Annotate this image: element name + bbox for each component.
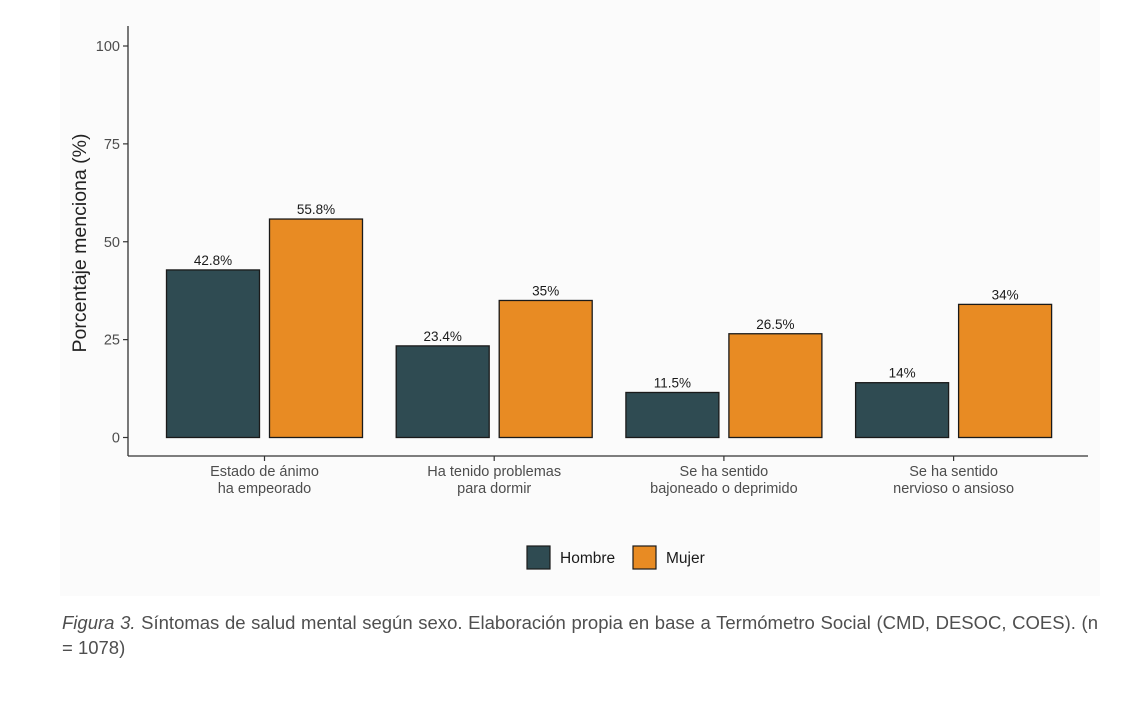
x-tick-label: nervioso o ansioso bbox=[893, 481, 1014, 497]
data-label: 26.5% bbox=[756, 317, 794, 332]
y-axis-title: Porcentaje menciona (%) bbox=[69, 134, 91, 353]
x-tick-label: Se ha sentido bbox=[680, 464, 769, 480]
data-label: 14% bbox=[889, 366, 916, 381]
data-label: 42.8% bbox=[194, 253, 232, 268]
bar-hombre bbox=[395, 345, 490, 439]
y-tick-label: 25 bbox=[104, 333, 120, 349]
figure-caption: Figura 3. Síntomas de salud mental según… bbox=[62, 610, 1098, 660]
data-label: 23.4% bbox=[424, 329, 462, 344]
legend-label-mujer: Mujer bbox=[666, 550, 705, 567]
x-tick-label: para dormir bbox=[457, 481, 531, 497]
bar-hombre bbox=[854, 382, 950, 439]
legend-swatch-mujer bbox=[632, 545, 657, 570]
data-label: 34% bbox=[992, 287, 1019, 302]
data-label: 35% bbox=[532, 283, 559, 298]
y-tick-label: 75 bbox=[104, 137, 120, 153]
x-tick-label: bajoneado o deprimido bbox=[650, 481, 798, 497]
x-tick-label: ha empeorado bbox=[218, 481, 312, 497]
figure-label: Figura 3. bbox=[62, 612, 136, 633]
bar-mujer bbox=[498, 299, 593, 439]
bar-mujer bbox=[268, 218, 364, 439]
bar-mujer bbox=[957, 303, 1053, 439]
y-tick-label: 100 bbox=[96, 39, 120, 55]
data-label: 55.8% bbox=[297, 202, 335, 217]
legend-label-hombre: Hombre bbox=[560, 550, 615, 567]
legend-swatch-hombre bbox=[526, 545, 551, 570]
x-tick-label: Se ha sentido bbox=[909, 464, 998, 480]
caption-text: Síntomas de salud mental según sexo. Ela… bbox=[62, 612, 1098, 658]
bar-hombre bbox=[165, 269, 261, 439]
x-tick-label: Estado de ánimo bbox=[210, 464, 319, 480]
y-tick-label: 50 bbox=[104, 235, 120, 251]
bar-chart: 0 25 50 75 100 Porcentaje menciona (%) Estado … bbox=[69, 26, 1088, 570]
y-tick-label: 0 bbox=[112, 431, 120, 447]
data-label: 11.5% bbox=[654, 375, 691, 390]
bar-hombre bbox=[625, 391, 720, 439]
bar-mujer bbox=[728, 333, 823, 439]
x-tick-label: Ha tenido problemas bbox=[427, 464, 561, 480]
